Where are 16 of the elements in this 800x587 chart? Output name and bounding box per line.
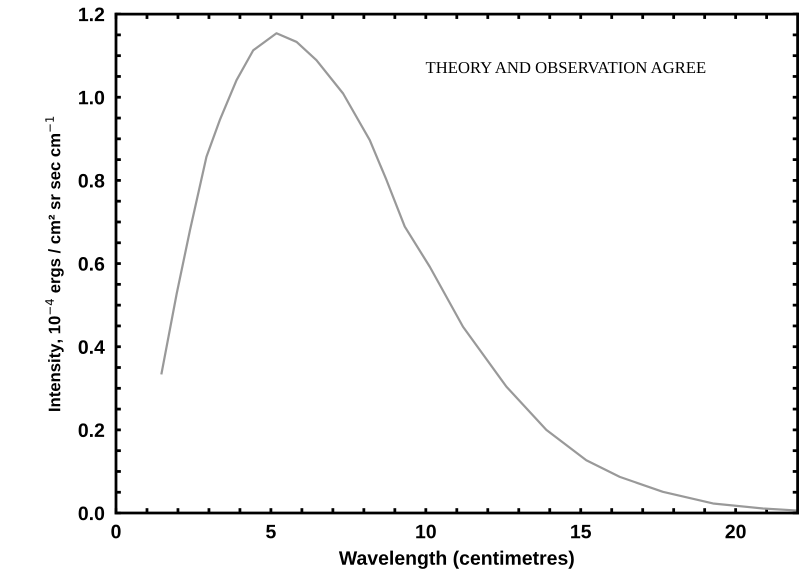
x-tick-label: 5 (266, 524, 276, 538)
y-tick-label: 0.0 (78, 506, 104, 520)
line-series (160, 32, 798, 512)
annotation: THEORY AND OBSERVATION AGREE (426, 62, 706, 74)
x-tick-label: 20 (726, 524, 746, 538)
y-tick-label: 0.2 (78, 423, 104, 438)
y-tick-label: 0.4 (78, 340, 105, 354)
y-tick-label: 1.2 (79, 8, 104, 22)
x-axis-title: Wavelength (centimetres) (338, 550, 574, 569)
x-tick-label: 10 (416, 524, 436, 538)
y-tick-label: 1.0 (79, 90, 104, 104)
y-axis-title: Intensity, 10$^{−4}$ ergs / cm² sr sec cm$^{−1}$ (45, 116, 64, 411)
x-tick-label: 0 (111, 524, 121, 538)
y-tick-label: 0.8 (78, 174, 104, 188)
y-tick-label: 0.6 (78, 257, 104, 271)
x-tick-label: 15 (571, 524, 591, 538)
